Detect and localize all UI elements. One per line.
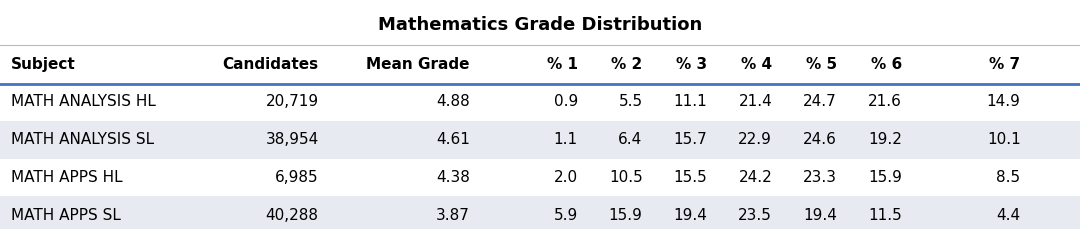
Text: 24.7: 24.7 (804, 94, 837, 109)
Text: 10.1: 10.1 (987, 132, 1021, 147)
Text: % 7: % 7 (989, 57, 1021, 72)
Text: Subject: Subject (11, 57, 76, 72)
Text: 23.3: 23.3 (804, 170, 837, 185)
Text: 15.5: 15.5 (674, 170, 707, 185)
Text: 21.4: 21.4 (739, 94, 772, 109)
Text: 4.88: 4.88 (436, 94, 470, 109)
Text: 38,954: 38,954 (266, 132, 319, 147)
Text: MATH ANALYSIS HL: MATH ANALYSIS HL (11, 94, 156, 109)
Text: 23.5: 23.5 (739, 208, 772, 223)
Text: 11.5: 11.5 (868, 208, 902, 223)
FancyBboxPatch shape (0, 83, 1080, 121)
Text: 40,288: 40,288 (266, 208, 319, 223)
Text: 24.2: 24.2 (739, 170, 772, 185)
Text: 19.4: 19.4 (804, 208, 837, 223)
Text: 5.5: 5.5 (619, 94, 643, 109)
Text: 3.87: 3.87 (436, 208, 470, 223)
Text: 24.6: 24.6 (804, 132, 837, 147)
Text: 2.0: 2.0 (554, 170, 578, 185)
Text: MATH ANALYSIS SL: MATH ANALYSIS SL (11, 132, 154, 147)
Text: 5.9: 5.9 (554, 208, 578, 223)
Text: 4.4: 4.4 (997, 208, 1021, 223)
Text: 19.4: 19.4 (674, 208, 707, 223)
Text: 15.9: 15.9 (609, 208, 643, 223)
Text: 4.38: 4.38 (436, 170, 470, 185)
Text: 14.9: 14.9 (987, 94, 1021, 109)
Text: % 3: % 3 (676, 57, 707, 72)
Text: 4.61: 4.61 (436, 132, 470, 147)
Text: Mathematics Grade Distribution: Mathematics Grade Distribution (378, 16, 702, 34)
Text: 8.5: 8.5 (997, 170, 1021, 185)
Text: 0.9: 0.9 (554, 94, 578, 109)
Text: 19.2: 19.2 (868, 132, 902, 147)
Text: Candidates: Candidates (222, 57, 319, 72)
Text: MATH APPS SL: MATH APPS SL (11, 208, 121, 223)
Text: 6.4: 6.4 (619, 132, 643, 147)
Text: % 4: % 4 (741, 57, 772, 72)
Text: 15.7: 15.7 (674, 132, 707, 147)
Text: 20,719: 20,719 (266, 94, 319, 109)
Text: 11.1: 11.1 (674, 94, 707, 109)
Text: % 5: % 5 (806, 57, 837, 72)
Text: 10.5: 10.5 (609, 170, 643, 185)
FancyBboxPatch shape (0, 158, 1080, 196)
Text: % 1: % 1 (546, 57, 578, 72)
Text: % 2: % 2 (611, 57, 643, 72)
FancyBboxPatch shape (0, 121, 1080, 159)
Text: % 6: % 6 (870, 57, 902, 72)
Text: 6,985: 6,985 (275, 170, 319, 185)
Text: Mean Grade: Mean Grade (366, 57, 470, 72)
Text: 22.9: 22.9 (739, 132, 772, 147)
FancyBboxPatch shape (0, 196, 1080, 229)
Text: 15.9: 15.9 (868, 170, 902, 185)
Text: 1.1: 1.1 (554, 132, 578, 147)
Text: 21.6: 21.6 (868, 94, 902, 109)
Text: MATH APPS HL: MATH APPS HL (11, 170, 122, 185)
